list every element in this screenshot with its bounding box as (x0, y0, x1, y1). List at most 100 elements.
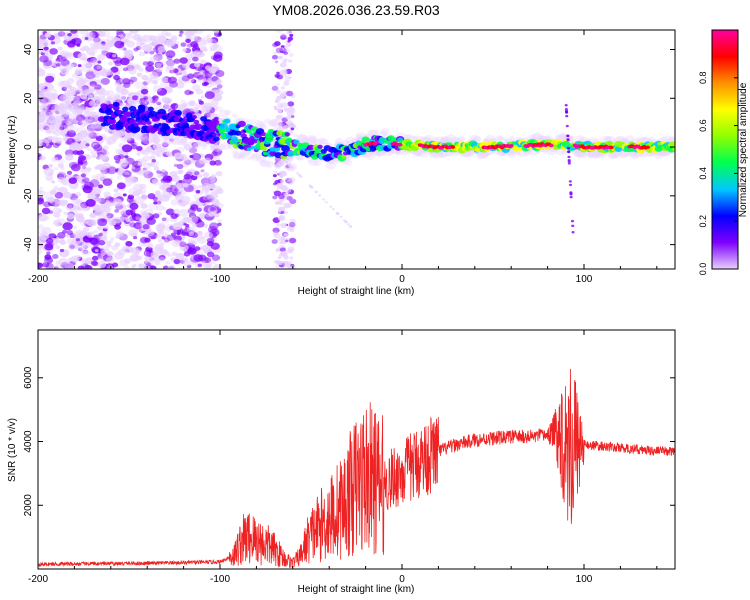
spectral-cell (99, 154, 107, 160)
spectral-cell (202, 172, 210, 178)
spectral-cell (89, 56, 97, 63)
spectral-cell (106, 136, 117, 144)
spectral-cell (213, 116, 219, 121)
spectral-cell (52, 116, 63, 124)
spectral-cell (78, 107, 85, 113)
spectral-cell (283, 261, 291, 268)
y-tick-label: 4000 (23, 430, 34, 453)
spectral-cell (65, 92, 70, 97)
spectral-cell (64, 52, 74, 60)
spectral-cell (203, 48, 208, 52)
spectral-cell (58, 258, 68, 265)
spectral-cell (191, 84, 201, 91)
spectral-cell (289, 256, 294, 260)
spectral-cell (57, 231, 66, 239)
spectral-cell (102, 245, 110, 252)
spectral-cell (44, 174, 54, 181)
spectral-cell (85, 91, 92, 96)
x-tick-label: 0 (399, 574, 405, 585)
spectral-cell (48, 97, 56, 104)
spectral-cell (369, 129, 380, 137)
spectral-cell (310, 154, 319, 160)
spectral-cell (306, 137, 316, 145)
spectral-cell (181, 122, 190, 129)
spectral-cell (105, 90, 115, 97)
spectral-cell (81, 88, 92, 97)
spectral-cell (508, 135, 516, 141)
spectral-cell (38, 91, 43, 98)
spectral-cell (103, 194, 110, 199)
colorbar-tick-label: 0.6 (698, 119, 708, 132)
spectral-cell (138, 42, 149, 51)
spectral-cell (45, 237, 54, 244)
spectral-cell (290, 127, 295, 131)
spectral-cell (101, 42, 112, 50)
spectral-cell (149, 132, 158, 140)
spectral-cell (267, 120, 276, 127)
spectral-cell (133, 183, 143, 192)
x-tick-label: -100 (210, 274, 230, 285)
spectral-cell (156, 173, 164, 179)
spectral-cell (54, 192, 64, 199)
spectral-cell (131, 166, 136, 170)
spectral-cell (46, 125, 56, 133)
spectral-cell (252, 119, 265, 129)
spectral-cell (38, 197, 45, 205)
spectral-cell (114, 242, 121, 247)
spectral-cell (286, 120, 293, 125)
spectral-cell (608, 151, 617, 158)
spectral-cell (289, 228, 295, 233)
spectral-cell (169, 138, 175, 142)
spectral-cell (128, 215, 137, 222)
spectral-cell (343, 159, 353, 166)
spectral-cell (87, 88, 98, 97)
spectral-cell (41, 97, 53, 107)
spectral-cell (147, 202, 158, 211)
spectral-cell (149, 133, 159, 140)
snr-y-label: SNR (10 * v/v) (7, 418, 18, 482)
spectral-cell (72, 225, 77, 229)
spectrogram-y-ticks: -40 -20 0 20 40 (23, 44, 675, 252)
spectral-cell (218, 109, 229, 118)
spectral-cell (157, 238, 163, 243)
spectral-cell (176, 231, 181, 236)
spectral-cell (47, 124, 55, 131)
spectral-cell (204, 192, 209, 196)
spectral-cell (162, 206, 167, 210)
spectral-cell (276, 186, 282, 190)
spectral-cell (288, 52, 294, 57)
spectral-cell (212, 264, 222, 269)
spectral-cell (285, 239, 289, 243)
spectral-cell (273, 170, 278, 174)
spectral-cell (126, 40, 136, 48)
spectral-cell (116, 175, 122, 180)
spectral-cell (198, 204, 204, 209)
spectral-cell (170, 103, 179, 110)
spectral-cell (85, 143, 90, 147)
spectral-cell (320, 138, 329, 145)
spectral-cell (143, 208, 154, 217)
spectral-cell (87, 126, 96, 133)
spectral-cell (94, 84, 102, 90)
spectral-cell (55, 109, 65, 117)
spectral-cell (168, 266, 175, 269)
spectral-cell (90, 122, 100, 129)
spectral-cell (110, 66, 119, 73)
spectral-cell (100, 99, 107, 105)
spectral-cell (119, 57, 130, 66)
spectral-cell (94, 99, 101, 104)
spectral-cell (163, 99, 172, 106)
spectral-cell (71, 73, 79, 79)
spectral-cell (173, 239, 180, 245)
spectral-cell (77, 80, 86, 87)
spectral-cell (157, 212, 163, 216)
spectral-cell (38, 189, 43, 195)
spectral-cell (128, 187, 139, 196)
spectral-cell (512, 149, 520, 156)
spectral-cell (86, 167, 92, 172)
spectral-cell (49, 116, 55, 121)
spectral-cell (215, 106, 223, 112)
spectral-cell (205, 202, 210, 206)
spectral-cell (177, 169, 184, 175)
spectral-cell (80, 173, 87, 178)
